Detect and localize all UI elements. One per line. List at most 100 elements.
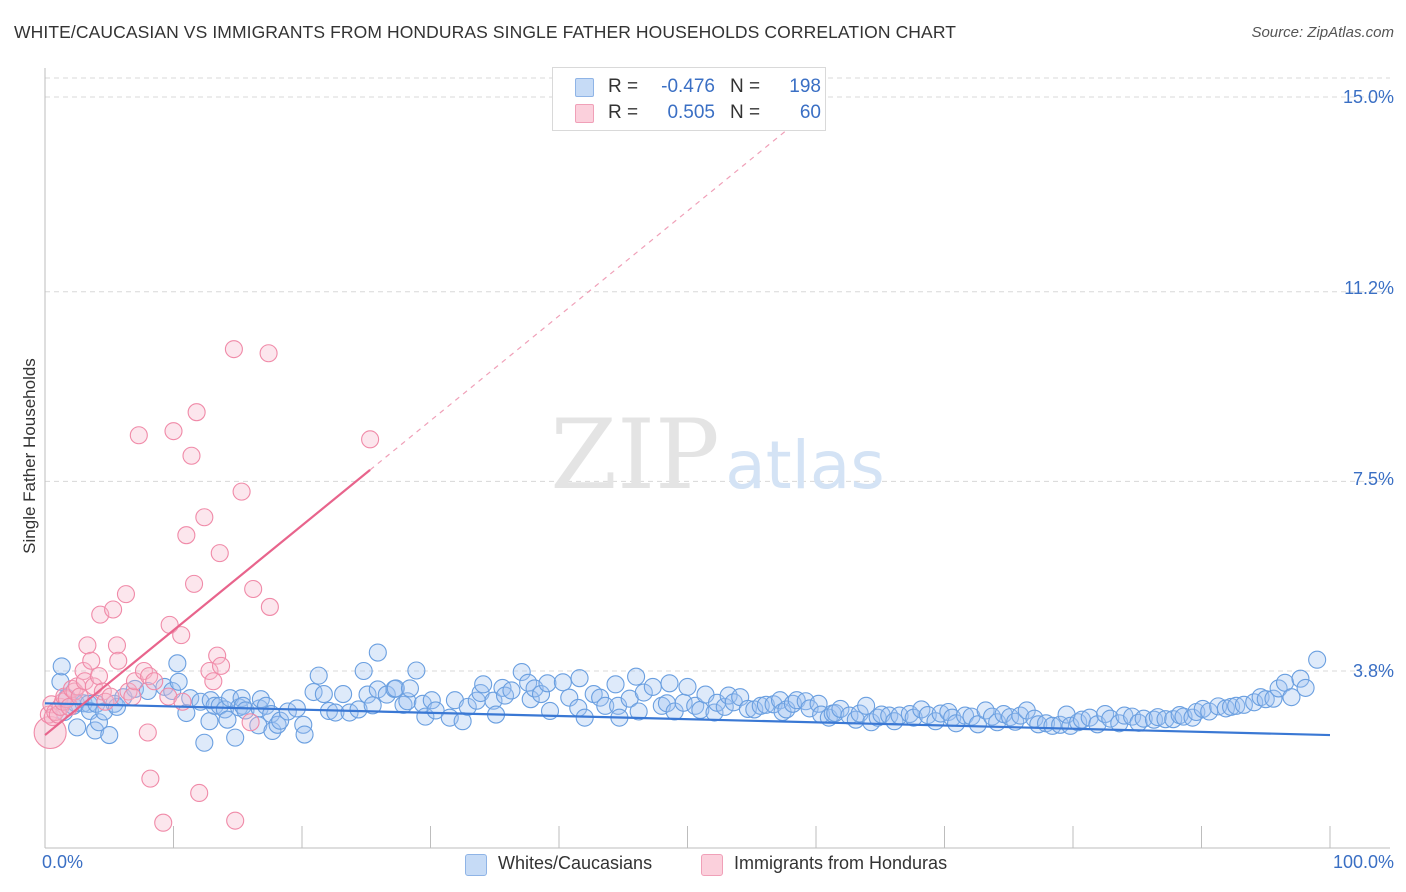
data-point-honduras bbox=[195, 508, 214, 527]
data-point-whites bbox=[968, 715, 987, 734]
data-point-honduras bbox=[109, 651, 128, 670]
data-point-whites bbox=[627, 667, 646, 686]
data-point-honduras bbox=[116, 585, 136, 604]
data-point-whites bbox=[512, 662, 531, 682]
data-point-honduras bbox=[75, 672, 94, 691]
data-point-honduras bbox=[210, 544, 229, 563]
data-point-whites bbox=[531, 685, 551, 704]
data-point-whites bbox=[1080, 708, 1099, 727]
data-point-honduras bbox=[361, 430, 380, 449]
data-point-honduras bbox=[241, 713, 260, 732]
data-point-whites bbox=[629, 702, 648, 721]
data-point-whites bbox=[560, 688, 579, 707]
data-point-whites bbox=[200, 712, 219, 731]
data-point-whites bbox=[1101, 709, 1120, 728]
data-point-honduras bbox=[129, 426, 148, 445]
data-point-whites bbox=[474, 675, 493, 694]
data-point-honduras bbox=[244, 579, 263, 599]
data-point-whites bbox=[1227, 696, 1246, 715]
data-point-honduras bbox=[107, 636, 127, 655]
data-point-whites bbox=[956, 706, 975, 725]
data-point-whites bbox=[862, 713, 881, 732]
legend-n-label: N = bbox=[730, 76, 761, 97]
y-tick-label-3-8: 3.8% bbox=[1352, 661, 1394, 681]
data-point-whites bbox=[386, 679, 405, 698]
data-point-whites bbox=[538, 674, 557, 693]
watermark-atlas: atlas bbox=[725, 427, 885, 504]
data-point-whites bbox=[931, 704, 950, 723]
data-point-honduras bbox=[104, 600, 123, 619]
data-point-whites bbox=[177, 703, 196, 723]
data-point-honduras bbox=[226, 811, 245, 830]
data-point-whites bbox=[107, 697, 127, 716]
data-point-whites bbox=[168, 654, 187, 673]
data-point-honduras bbox=[164, 422, 183, 441]
watermark: ZIP atlas bbox=[550, 399, 884, 511]
data-point-whites bbox=[458, 697, 477, 716]
data-point-whites bbox=[678, 677, 697, 696]
data-point-honduras bbox=[185, 574, 204, 593]
data-point-whites bbox=[831, 699, 850, 718]
data-point-whites bbox=[51, 672, 70, 691]
data-point-honduras bbox=[43, 708, 62, 727]
x-max-label: 100.0% bbox=[1332, 852, 1394, 872]
correlation-legend: R = -0.476 N = 198 R = 0.505 N = 60 bbox=[552, 67, 826, 131]
data-point-honduras bbox=[190, 783, 209, 803]
data-point-whites bbox=[52, 657, 71, 676]
data-point-whites bbox=[294, 715, 313, 734]
trend-line-whites bbox=[44, 702, 1331, 737]
data-point-whites bbox=[596, 696, 615, 715]
data-point-whites bbox=[1282, 688, 1301, 707]
x-min-label: 0.0% bbox=[42, 852, 84, 872]
y-axis-title: Single Father Households bbox=[20, 358, 39, 554]
bottom-legend-label: Immigrants from Honduras bbox=[734, 853, 948, 873]
data-point-honduras bbox=[89, 667, 109, 686]
data-point-whites bbox=[426, 701, 445, 720]
data-point-whites bbox=[354, 661, 373, 681]
data-point-honduras bbox=[259, 344, 278, 363]
data-point-honduras bbox=[78, 636, 97, 655]
data-point-whites bbox=[271, 711, 290, 730]
watermark-zip: ZIP bbox=[550, 399, 719, 511]
data-point-honduras bbox=[187, 403, 206, 422]
data-point-whites bbox=[326, 703, 345, 722]
data-point-whites bbox=[1308, 650, 1327, 669]
trend-line-honduras bbox=[44, 469, 371, 736]
legend-n-label: N = bbox=[730, 102, 761, 123]
data-point-honduras bbox=[82, 651, 101, 670]
data-point-honduras bbox=[141, 769, 160, 788]
data-point-whites bbox=[1234, 695, 1253, 714]
data-point-whites bbox=[809, 694, 828, 713]
data-point-whites bbox=[218, 710, 237, 729]
source-label: Source: ZipAtlas.com bbox=[1251, 24, 1394, 41]
bottom-legend-label: Whites/Caucasians bbox=[498, 853, 653, 873]
data-point-honduras bbox=[140, 667, 159, 686]
data-point-whites bbox=[787, 691, 806, 710]
legend-n-value: 60 bbox=[799, 102, 821, 123]
data-point-honduras bbox=[232, 482, 251, 501]
bottom-legend-swatch-pink bbox=[701, 854, 723, 876]
data-point-honduras bbox=[177, 526, 196, 545]
bottom-legend-swatch-blue bbox=[465, 854, 487, 876]
data-point-whites bbox=[800, 699, 819, 718]
data-point-whites bbox=[1043, 716, 1062, 735]
data-point-whites bbox=[553, 673, 572, 692]
data-point-whites bbox=[660, 674, 679, 693]
trend-lines bbox=[44, 116, 1331, 737]
data-point-whites bbox=[314, 685, 333, 704]
trend-line-honduras-extension bbox=[369, 116, 804, 471]
grid-lines bbox=[45, 77, 1390, 672]
data-point-whites bbox=[400, 679, 419, 698]
data-point-whites bbox=[210, 696, 229, 715]
data-point-whites bbox=[407, 661, 426, 680]
data-point-whites bbox=[309, 666, 328, 685]
data-point-whites bbox=[358, 685, 377, 704]
axes bbox=[44, 68, 1390, 849]
data-point-honduras bbox=[125, 672, 144, 691]
data-point-whites bbox=[205, 696, 224, 715]
data-point-honduras bbox=[172, 626, 191, 645]
data-point-honduras bbox=[260, 597, 279, 616]
data-point-whites bbox=[195, 733, 214, 752]
legend-r-value: 0.505 bbox=[667, 102, 715, 123]
data-point-honduras bbox=[204, 672, 223, 691]
